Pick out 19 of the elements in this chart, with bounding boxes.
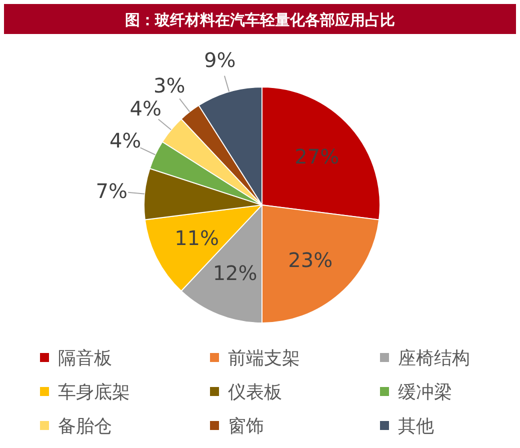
- legend-label: 其他: [398, 416, 434, 437]
- legend-label: 仪表板: [228, 382, 282, 403]
- data-label: 7%: [96, 178, 128, 203]
- legend-label: 备胎仓: [58, 416, 112, 437]
- data-label: 4%: [109, 128, 142, 153]
- data-label: 12%: [212, 261, 258, 286]
- legend-label: 座椅结构: [398, 348, 470, 369]
- legend-label: 隔音板: [58, 348, 112, 369]
- chart-title: 图：玻纤材料在汽车轻量化各部应用占比: [125, 11, 395, 29]
- legend-label: 前端支架: [228, 348, 300, 369]
- data-label: 27%: [294, 144, 340, 169]
- legend-label: 窗饰: [228, 416, 264, 437]
- data-label: 4%: [130, 96, 162, 121]
- data-label: 23%: [288, 248, 333, 272]
- data-label: 9%: [204, 48, 236, 72]
- legend-label: 车身底架: [58, 382, 130, 403]
- data-label: 3%: [154, 74, 186, 98]
- legend-label: 缓冲梁: [398, 382, 452, 403]
- data-label: 11%: [174, 226, 220, 250]
